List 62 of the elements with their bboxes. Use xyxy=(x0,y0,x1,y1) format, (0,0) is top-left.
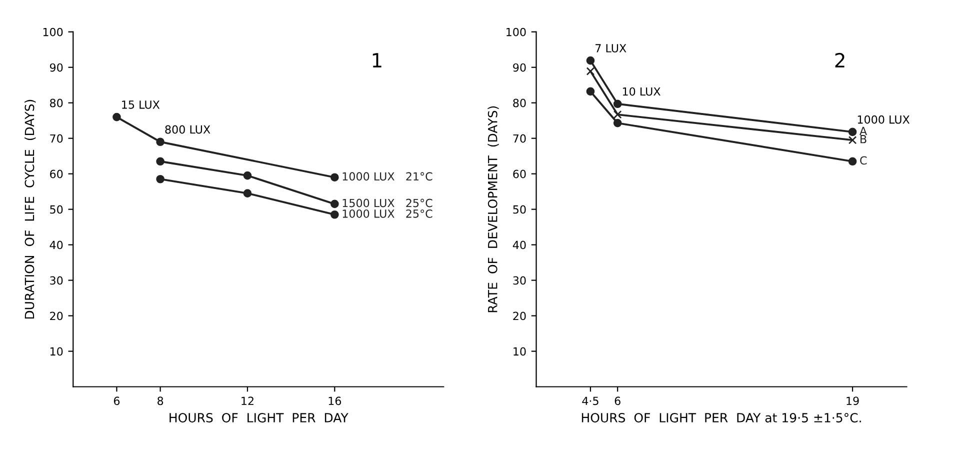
annotation: 1000 LUX xyxy=(858,115,910,124)
point xyxy=(243,171,252,180)
y-axis-title: RATE OF DEVELOPMENT (DAYS) xyxy=(488,106,499,312)
x-tick-label: 19 xyxy=(846,396,859,406)
y-tick-label: 70 xyxy=(50,134,63,143)
y-tick-label: 100 xyxy=(506,28,526,36)
annotation: 2 xyxy=(835,52,844,68)
y-tick-label: 40 xyxy=(512,240,526,250)
y-tick-label: 100 xyxy=(43,28,63,36)
y-tick-label: 80 xyxy=(50,98,63,108)
point xyxy=(613,100,622,108)
point xyxy=(156,157,164,166)
y-tick-label: 30 xyxy=(513,276,526,285)
x-tick-label: 16 xyxy=(328,396,342,406)
x-axis-title: HOURS OF LIGHT PER DAY xyxy=(170,413,348,422)
series-label: B xyxy=(860,135,866,144)
point xyxy=(848,128,857,136)
point xyxy=(156,138,164,146)
y-tick-label: 90 xyxy=(513,63,526,72)
point xyxy=(330,173,339,182)
y-tick-label: 10 xyxy=(514,347,526,356)
x-tick-label: 4·5 xyxy=(582,396,598,406)
y-tick-label: 90 xyxy=(50,63,63,72)
annotation: 1 xyxy=(372,53,382,68)
y-tick-label: 30 xyxy=(50,276,63,285)
point xyxy=(848,136,857,144)
y-tick-label: 50 xyxy=(50,205,63,214)
point xyxy=(586,56,595,65)
y-tick-label: 60 xyxy=(513,170,526,178)
y-tick-label: 40 xyxy=(50,240,63,250)
series-label: A xyxy=(860,126,867,135)
point xyxy=(156,174,164,184)
series-label: 1000 LUX 21°C xyxy=(342,172,432,181)
point xyxy=(243,189,252,198)
annotation: 10 LUX xyxy=(622,87,660,96)
point xyxy=(330,200,339,208)
x-tick-label: 6 xyxy=(614,396,620,406)
y-tick-label: 50 xyxy=(513,205,526,214)
point xyxy=(586,87,595,96)
point xyxy=(613,110,622,119)
point xyxy=(330,210,339,219)
y-tick-label: 20 xyxy=(513,312,526,320)
y-tick-label: 70 xyxy=(513,134,526,143)
point xyxy=(112,112,121,122)
y-tick-label: 80 xyxy=(513,98,526,108)
series-label: 1500 LUX 25°C xyxy=(342,198,432,208)
y-tick-label: 20 xyxy=(50,312,63,320)
x-axis-title: HOURS OF LIGHT PER DAY at 19·5 ±1·5°C. xyxy=(582,413,861,422)
annotation: 800 LUX xyxy=(165,125,210,134)
annotation: 7 LUX xyxy=(596,44,626,52)
y-axis-title: DURATION OF LIFE CYCLE (DAYS) xyxy=(24,100,36,319)
series-label: 1000 LUX 25°C xyxy=(342,209,432,218)
x-tick-label: 12 xyxy=(242,396,254,405)
point xyxy=(848,157,857,166)
x-tick-label: 6 xyxy=(114,396,120,406)
x-tick-label: 8 xyxy=(158,396,164,406)
y-tick-label: 60 xyxy=(50,170,63,178)
y-tick-label: 10 xyxy=(50,347,63,356)
point xyxy=(613,118,622,128)
annotation: 15 LUX xyxy=(122,100,160,109)
point xyxy=(586,67,595,76)
series-label: C xyxy=(860,156,867,165)
